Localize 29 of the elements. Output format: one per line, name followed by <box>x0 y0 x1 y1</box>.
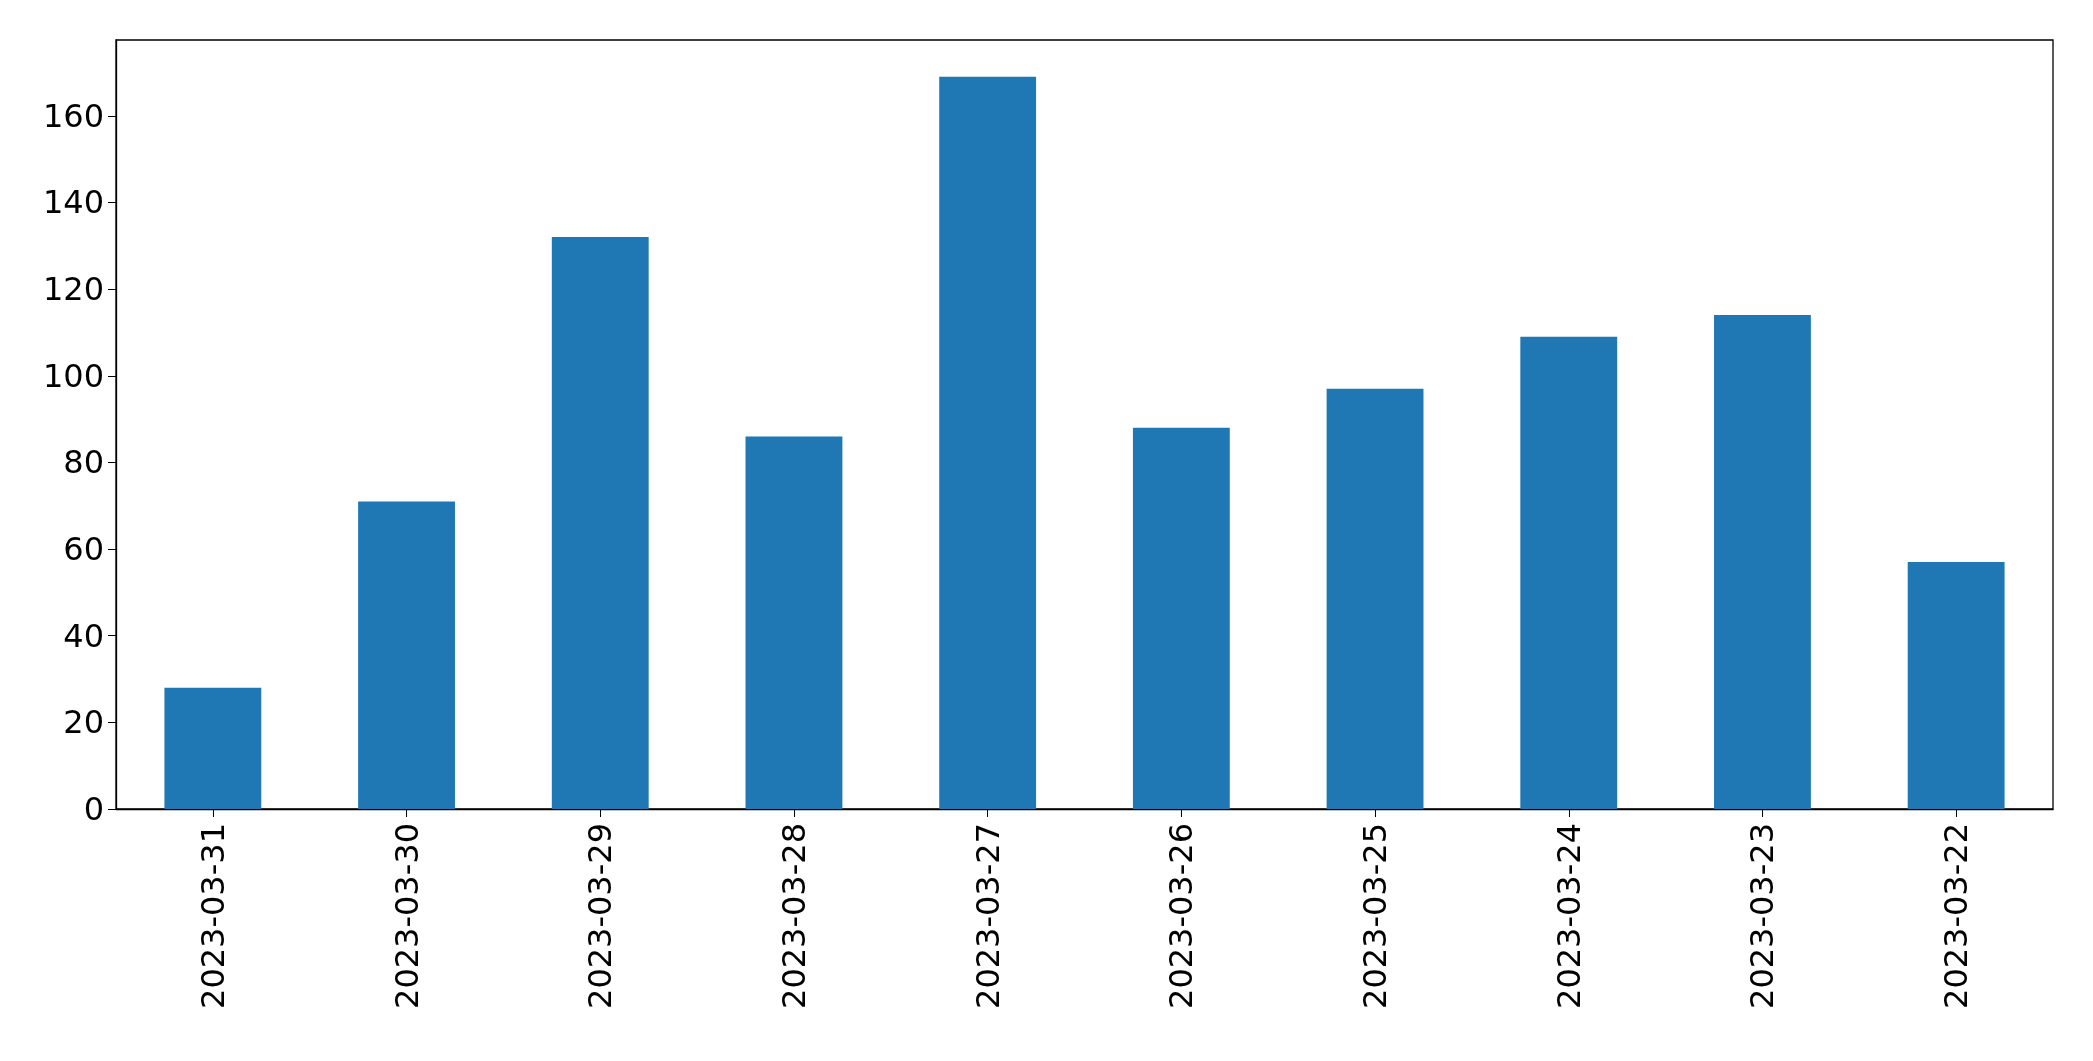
x-tick-label: 2023-03-24 <box>1549 823 1588 1009</box>
bar <box>1326 388 1424 809</box>
y-tick-label: 160 <box>42 96 104 135</box>
y-tick-label: 120 <box>42 270 104 309</box>
x-tick-label: 2023-03-29 <box>581 823 620 1009</box>
bar <box>1132 427 1230 809</box>
y-tick-label: 80 <box>63 443 104 482</box>
y-tick-label: 20 <box>63 703 104 742</box>
y-tick-label: 0 <box>83 790 104 828</box>
x-tick-label: 2023-03-26 <box>1162 823 1201 1009</box>
bar <box>358 501 455 809</box>
x-tick-label: 2023-03-25 <box>1356 823 1395 1009</box>
x-tick-label: 2023-03-28 <box>774 823 813 1009</box>
y-tick-label: 40 <box>63 616 104 655</box>
x-tick-label: 2023-03-23 <box>1743 823 1782 1009</box>
y-tick-label: 140 <box>42 183 104 222</box>
x-tick-label: 2023-03-27 <box>968 823 1007 1009</box>
x-tick-label: 2023-03-31 <box>193 823 232 1009</box>
y-tick-label: 100 <box>42 356 104 395</box>
bar <box>164 687 262 809</box>
bar <box>939 76 1037 809</box>
bar <box>551 237 649 809</box>
x-tick-label: 2023-03-22 <box>1937 823 1976 1009</box>
bar <box>745 436 843 809</box>
x-tick-label: 2023-03-30 <box>387 823 426 1009</box>
bar <box>1714 315 1811 809</box>
bar <box>1907 562 2005 809</box>
bar <box>1520 336 1618 809</box>
y-tick-label: 60 <box>63 530 104 569</box>
